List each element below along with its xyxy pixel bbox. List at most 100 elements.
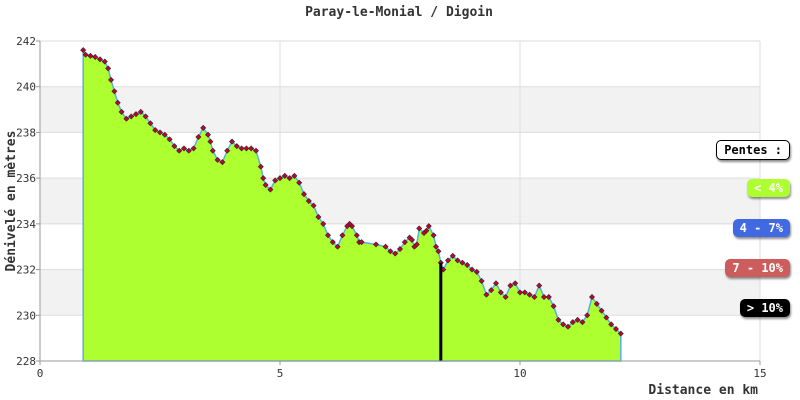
elevation-point <box>166 136 173 143</box>
elevation-point <box>171 143 178 150</box>
legend-item-7-10: 7 - 10% <box>725 259 790 277</box>
elevation-point <box>493 280 499 287</box>
elevation-point <box>320 220 327 227</box>
elevation-point <box>257 163 264 170</box>
elevation-point <box>229 138 235 145</box>
elevation-point <box>445 257 451 264</box>
elevation-point <box>502 294 509 300</box>
y-tick-labels: 228 230 232 234 236 238 240 242 <box>16 35 36 368</box>
elevation-point <box>565 323 571 330</box>
elevation-point <box>147 120 154 127</box>
x-tick-label: 5 <box>277 367 284 380</box>
elevation-point <box>243 145 250 152</box>
elevation-point <box>114 99 121 106</box>
elevation-point <box>219 159 226 166</box>
elevation-point <box>413 241 420 248</box>
elevation-markers <box>80 47 624 337</box>
elevation-point <box>512 280 519 287</box>
y-tick-label: 240 <box>16 81 36 94</box>
elevation-point <box>238 145 245 152</box>
elevation-point <box>339 232 346 239</box>
y-axis-label: Dénivelé en mètres <box>4 131 19 272</box>
elevation-point <box>190 145 197 152</box>
elevation-point <box>118 108 125 115</box>
elevation-point <box>416 225 423 232</box>
elevation-point <box>214 156 221 163</box>
elevation-point <box>277 175 283 182</box>
elevation-point <box>593 300 600 307</box>
elevation-point <box>108 76 115 83</box>
elevation-point <box>161 131 168 138</box>
elevation-point <box>617 330 624 337</box>
elevation-point <box>142 113 149 120</box>
elevation-point <box>224 147 231 154</box>
axes <box>36 40 761 365</box>
elevation-point <box>517 289 523 296</box>
legend-item-gt10: > 10% <box>739 299 790 317</box>
elevation-point <box>195 134 202 140</box>
x-axis-label: Distance en km <box>648 383 758 398</box>
elevation-point <box>387 248 394 255</box>
y-tick-label: 232 <box>16 264 36 277</box>
elevation-point <box>152 127 159 134</box>
elevation-point <box>325 232 331 239</box>
elevation-point <box>569 319 576 326</box>
elevation-point <box>430 232 437 239</box>
elevation-point <box>449 252 456 259</box>
elevation-point <box>205 131 211 138</box>
elevation-point <box>555 316 562 323</box>
elevation-point <box>272 177 279 184</box>
elevation-point <box>315 214 322 220</box>
elevation-point <box>473 268 480 275</box>
elevation-point <box>80 47 87 54</box>
elevation-point <box>478 278 485 284</box>
elevation-point <box>483 291 490 298</box>
elevation-point <box>209 147 216 154</box>
elevation-point <box>373 241 379 248</box>
elevation-point <box>262 182 269 188</box>
elevation-point <box>267 186 274 193</box>
elevation-point <box>545 294 552 300</box>
elevation-point <box>392 250 399 257</box>
elevation-point <box>536 282 543 289</box>
x-tick-labels: 0 5 10 15 <box>37 367 767 380</box>
elevation-point <box>507 282 514 289</box>
elevation-point <box>584 312 591 319</box>
elevation-point <box>281 172 288 179</box>
elevation-point <box>310 202 317 209</box>
elevation-point <box>133 111 139 118</box>
y-tick-label: 238 <box>16 126 36 139</box>
legend-item-lt4: < 4% <box>747 179 790 197</box>
elevation-point <box>157 129 163 136</box>
elevation-point <box>526 291 533 298</box>
elevation-point <box>531 294 538 300</box>
elevation-point <box>301 191 307 198</box>
legend-title: Pentes : <box>716 140 790 160</box>
elevation-point <box>291 172 298 179</box>
elevation-point <box>550 303 557 310</box>
elevation-point <box>574 316 581 323</box>
elevation-point <box>454 257 461 264</box>
elevation-point <box>521 289 528 296</box>
elevation-point <box>497 289 504 296</box>
legend-item-4-7: 4 - 7% <box>732 219 790 237</box>
elevation-point <box>579 319 586 326</box>
elevation-point <box>423 227 430 234</box>
elevation-point <box>101 58 108 65</box>
elevation-point <box>248 145 255 152</box>
elevation-point <box>176 147 183 154</box>
y-tick-label: 230 <box>16 309 36 322</box>
elevation-point <box>469 266 475 273</box>
elevation-point <box>598 307 605 314</box>
elevation-point <box>613 326 619 332</box>
elevation-point <box>260 175 267 182</box>
y-tick-label: 228 <box>16 355 36 368</box>
elevation-point <box>433 243 439 250</box>
elevation-point <box>233 143 240 150</box>
elevation-point <box>382 243 389 250</box>
elevation-point <box>459 259 466 266</box>
elevation-point <box>128 113 135 120</box>
elevation-point <box>409 236 415 243</box>
elevation-point <box>97 56 103 63</box>
